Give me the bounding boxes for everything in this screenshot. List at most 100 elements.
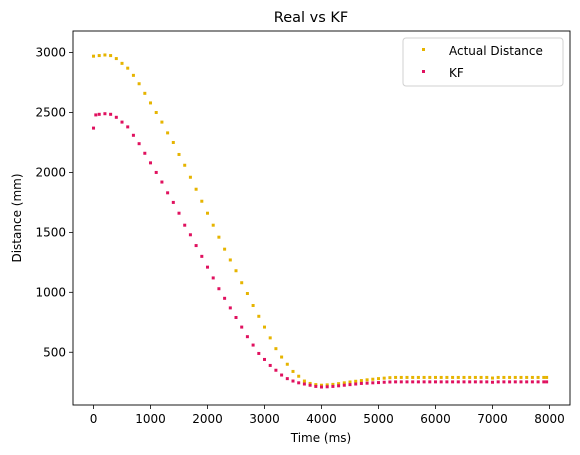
data-point (525, 375, 529, 379)
data-point (411, 375, 415, 379)
data-point (399, 375, 403, 379)
data-point (137, 82, 141, 86)
data-point (445, 375, 449, 379)
data-point (405, 375, 409, 379)
y-tick-label: 2500 (35, 106, 66, 120)
data-point (451, 375, 455, 379)
legend: Actual Distance KF (402, 37, 564, 87)
plot-area (72, 30, 571, 406)
chart-title: Real vs KF (274, 10, 348, 26)
data-point (422, 380, 426, 384)
data-point (206, 211, 210, 215)
data-point (114, 57, 118, 61)
x-tick-label: 1000 (135, 412, 166, 426)
data-point (114, 115, 118, 119)
x-tick-label: 5000 (363, 412, 394, 426)
data-point (468, 375, 472, 379)
data-point (206, 265, 210, 269)
legend-marker-actual-distance (422, 48, 425, 51)
data-point (211, 223, 215, 227)
data-point (519, 375, 523, 379)
data-point (103, 112, 107, 116)
data-point (428, 380, 432, 384)
data-point (257, 351, 261, 355)
data-point (382, 380, 386, 384)
data-point (143, 91, 147, 95)
data-point (473, 380, 477, 384)
data-point (120, 61, 124, 65)
data-point (365, 378, 369, 382)
x-axis: 0 1000 2000 3000 4000 5000 6000 7000 8000 (90, 405, 565, 426)
data-point (479, 375, 483, 379)
y-tick-label: 1000 (35, 285, 66, 299)
data-point (308, 381, 312, 385)
data-point (445, 380, 449, 384)
data-point (268, 336, 272, 340)
data-point (490, 380, 494, 384)
data-point (143, 151, 147, 155)
data-point (94, 113, 98, 117)
data-point (223, 247, 227, 251)
data-point (97, 112, 101, 116)
data-point (513, 375, 517, 379)
data-point (126, 125, 130, 129)
legend-label-actual-distance: Actual Distance (449, 44, 543, 58)
data-point (177, 211, 181, 215)
data-point (314, 384, 318, 388)
series-actual-distance (92, 53, 549, 387)
data-point (479, 380, 483, 384)
data-point (257, 314, 261, 318)
data-point (137, 142, 141, 146)
data-point (525, 380, 529, 384)
data-point (388, 376, 392, 380)
data-point (217, 287, 221, 291)
data-point (394, 375, 398, 379)
x-tick-label: 6000 (420, 412, 451, 426)
data-point (422, 375, 426, 379)
data-point (211, 276, 215, 280)
data-point (496, 380, 500, 384)
data-point (542, 380, 546, 384)
data-point (251, 304, 255, 308)
x-tick-label: 3000 (249, 412, 280, 426)
y-tick-label: 1500 (35, 225, 66, 239)
data-point (428, 375, 432, 379)
data-point (337, 382, 341, 386)
data-point (188, 175, 192, 179)
legend-label-kf: KF (449, 66, 464, 80)
data-point (359, 379, 363, 383)
data-point (160, 180, 164, 184)
data-point (462, 375, 466, 379)
data-point (342, 383, 346, 387)
y-axis: 500 1000 1500 2000 2500 3000 (35, 46, 73, 359)
data-point (183, 223, 187, 227)
data-point (348, 383, 352, 387)
data-point (542, 375, 546, 379)
data-point (545, 375, 549, 379)
data-point (508, 380, 512, 384)
data-point (274, 347, 278, 351)
data-point (485, 375, 489, 379)
y-axis-label: Distance (mm) (10, 173, 24, 262)
data-point (268, 363, 272, 367)
data-point (171, 140, 175, 144)
data-point (194, 187, 198, 191)
x-axis-label: Time (ms) (290, 431, 352, 445)
data-point (263, 357, 267, 361)
data-point (331, 384, 335, 388)
data-point (200, 254, 204, 258)
data-point (382, 376, 386, 380)
data-point (485, 380, 489, 384)
x-tick-label: 4000 (306, 412, 337, 426)
data-point (291, 369, 295, 373)
data-point (468, 380, 472, 384)
data-point (519, 380, 523, 384)
data-point (320, 383, 323, 387)
data-point (103, 53, 107, 57)
data-point (109, 54, 113, 58)
data-point (433, 380, 437, 384)
data-point (240, 281, 244, 285)
data-point (416, 375, 420, 379)
data-point (188, 233, 192, 237)
